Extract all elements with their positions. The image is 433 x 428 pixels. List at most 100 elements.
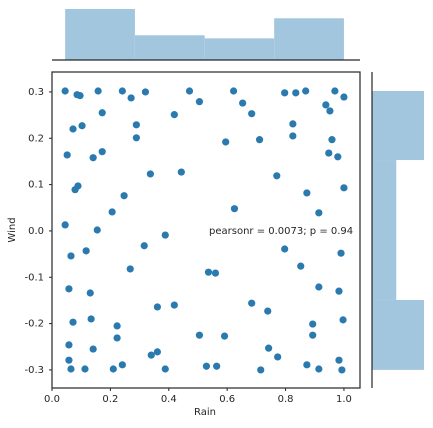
point [86,289,94,297]
point [87,315,95,323]
point [289,132,297,140]
point [289,120,297,128]
top-hist-bar [65,9,135,60]
x-tick-label: 0.4 [161,394,177,405]
top-hist-bar [204,38,275,60]
point [161,365,169,373]
y-tick-label: -0.3 [24,365,44,376]
y-tick-label: -0.2 [24,319,44,330]
point [213,362,221,370]
point [108,208,116,216]
y-tick-label: 0.1 [28,180,44,191]
point [281,89,289,97]
point [153,348,161,356]
point [113,334,121,342]
y-axis-label: Wind [7,217,18,242]
point [140,242,148,250]
point [109,365,117,373]
point [147,351,155,359]
x-tick-label: 0.0 [44,394,60,405]
point [202,362,211,370]
point [255,136,264,144]
point [297,262,305,270]
point [69,318,77,326]
point [248,299,256,307]
point [239,99,247,107]
point [89,345,97,353]
x-tick-label: 0.2 [102,394,118,405]
point [132,121,140,129]
point [94,87,102,95]
point [204,268,213,276]
point [98,109,106,117]
y-tick-label: 0.3 [28,87,44,98]
point [331,87,339,95]
right-hist-bar [372,230,397,300]
point [65,341,73,349]
point [303,189,311,197]
y-tick-label: 0.0 [28,226,44,237]
point [339,316,347,324]
point [309,320,317,328]
point [153,303,161,311]
point [220,332,229,340]
point [118,87,126,95]
point [315,365,323,373]
x-axis-label: Rain [194,407,216,418]
point [78,122,86,130]
right-hist-bar [372,160,397,230]
point [211,269,220,277]
point [328,136,336,144]
top-hist-bar [274,18,344,60]
point [161,231,169,239]
point [82,247,90,255]
point [69,125,77,133]
point [230,205,239,213]
point [89,154,97,162]
point [309,331,317,339]
point [257,366,265,374]
point [132,134,140,142]
point [71,186,79,194]
point [61,87,69,95]
right-hist-bar [372,90,424,161]
point [322,101,330,109]
point [340,93,348,101]
point [302,87,310,95]
point [337,249,345,257]
point [195,98,204,106]
point [340,184,348,192]
point [338,366,346,374]
point [335,356,343,364]
point [177,168,185,176]
point [61,221,69,229]
point [281,245,289,253]
point [118,361,126,369]
x-tick-label: 0.6 [219,394,235,405]
point [273,172,281,180]
point [127,94,135,102]
x-tick-label: 0.8 [278,394,294,405]
point [65,356,73,364]
point [222,138,230,146]
point [325,149,333,157]
point [98,148,106,156]
plot-frame [51,71,361,389]
point [185,87,194,95]
x-tick-label: 1.0 [336,394,352,405]
point [326,107,334,115]
point [248,110,256,118]
point [120,192,128,200]
top-hist-bar [134,35,205,60]
point [67,252,75,260]
point [274,353,282,361]
point [113,322,121,330]
point [315,283,323,291]
point [63,151,71,159]
y-tick-label: -0.1 [24,272,44,283]
point [170,301,178,309]
point [141,88,150,96]
point [335,287,343,295]
point [229,87,238,95]
